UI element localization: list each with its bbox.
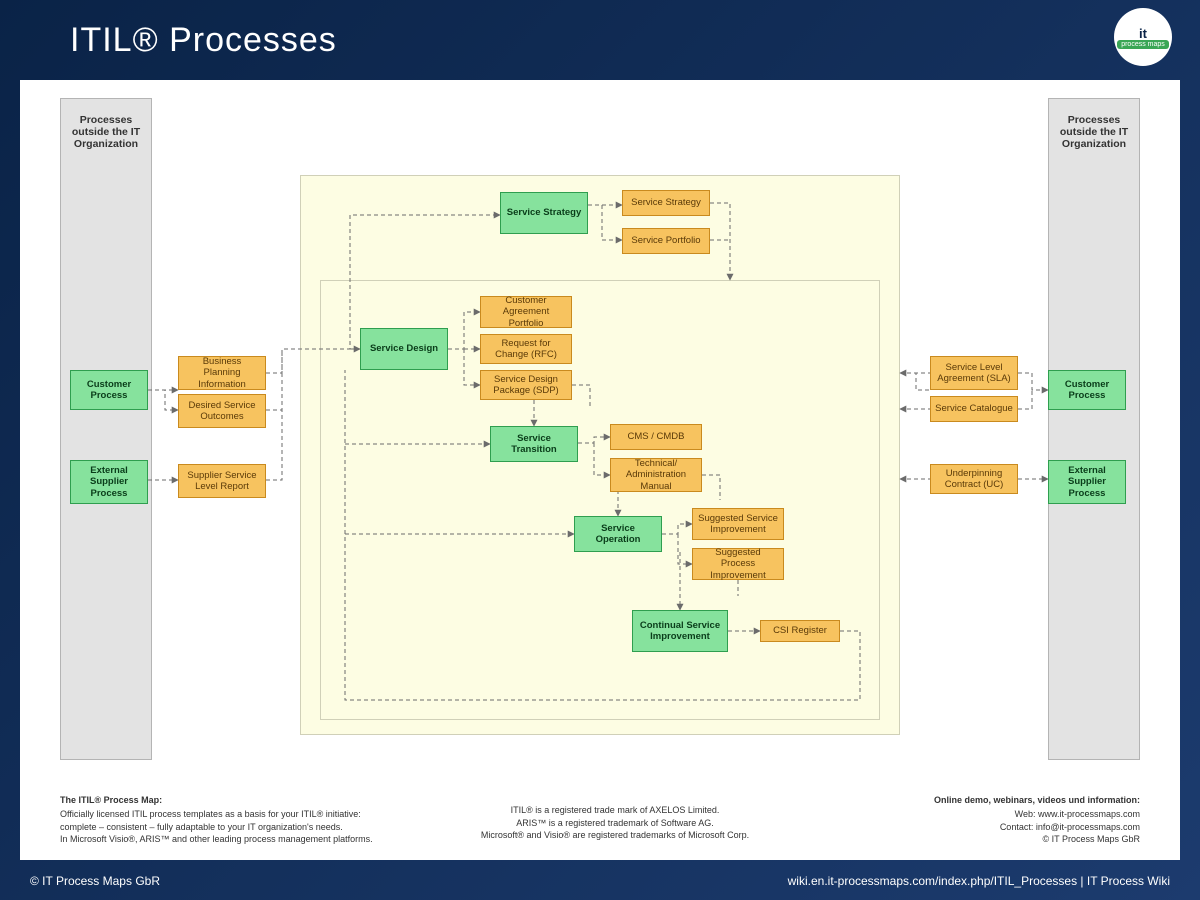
- bottom-text-left: The ITIL® Process Map: Officially licens…: [60, 794, 440, 846]
- page-title: ITIL® Processes: [70, 21, 337, 60]
- node-rfc: Request for Change (RFC): [480, 334, 572, 364]
- bt-right-l2: Contact: info@it-processmaps.com: [880, 821, 1140, 834]
- footer: © IT Process Maps GbR wiki.en.it-process…: [0, 862, 1200, 900]
- bt-center-l1: ITIL® is a registered trade mark of AXEL…: [450, 804, 780, 817]
- edge: [266, 349, 282, 410]
- sidecol-left: Processes outside the IT Organization: [60, 98, 152, 760]
- node-ss-out: Service Strategy: [622, 190, 710, 216]
- bottom-text-center: ITIL® is a registered trade mark of AXEL…: [450, 804, 780, 842]
- node-sc: Service Catalogue: [930, 396, 1018, 422]
- node-sslr: Supplier Service Level Report: [178, 464, 266, 498]
- node-sp-out: Service Portfolio: [622, 228, 710, 254]
- header: ITIL® Processes: [0, 0, 1200, 80]
- node-cap: Customer Agreement Portfolio: [480, 296, 572, 328]
- node-bpi: Business Planning Information: [178, 356, 266, 390]
- bt-left-l3: In Microsoft Visio®, ARIS™ and other lea…: [60, 833, 440, 846]
- logo-label: process maps: [1117, 40, 1169, 49]
- bt-left-l1: Officially licensed ITIL process templat…: [60, 808, 440, 821]
- bottom-text-right: Online demo, webinars, videos und inform…: [880, 794, 1140, 846]
- node-spi: Suggested Process Improvement: [692, 548, 784, 580]
- node-cmdb: CMS / CMDB: [610, 424, 702, 450]
- logo-it: it: [1139, 26, 1147, 41]
- diagram-canvas: Processes outside the IT Organization Pr…: [20, 80, 1180, 860]
- edge: [1018, 390, 1032, 409]
- sidecol-right: Processes outside the IT Organization: [1048, 98, 1140, 760]
- node-dso: Desired Service Outcomes: [178, 394, 266, 428]
- footer-right: wiki.en.it-processmaps.com/index.php/ITI…: [788, 874, 1170, 888]
- bt-center-l2: ARIS™ is a registered trademark of Softw…: [450, 817, 780, 830]
- bt-right-l1: Web: www.it-processmaps.com: [880, 808, 1140, 821]
- sidecol-left-label: Processes outside the IT Organization: [61, 114, 151, 150]
- node-svc-strategy: Service Strategy: [500, 192, 588, 234]
- node-uc: Underpinning Contract (UC): [930, 464, 1018, 494]
- edge: [148, 390, 178, 410]
- edge: [266, 349, 282, 480]
- node-svc-op: Service Operation: [574, 516, 662, 552]
- node-ssi: Suggested Service Improvement: [692, 508, 784, 540]
- node-sla: Service Level Agreement (SLA): [930, 356, 1018, 390]
- bt-center-l3: Microsoft® and Visio® are registered tra…: [450, 829, 780, 842]
- node-csi: Continual Service Improvement: [632, 610, 728, 652]
- node-sdp: Service Design Package (SDP): [480, 370, 572, 400]
- bt-left-l2: complete – consistent – fully adaptable …: [60, 821, 440, 834]
- node-svc-trans: Service Transition: [490, 426, 578, 462]
- node-cust-proc-r: Customer Process: [1048, 370, 1126, 410]
- bt-right-l3: © IT Process Maps GbR: [880, 833, 1140, 846]
- node-cust-proc-l: Customer Process: [70, 370, 148, 410]
- bt-left-title: The ITIL® Process Map:: [60, 794, 440, 807]
- node-svc-design: Service Design: [360, 328, 448, 370]
- node-csi-reg: CSI Register: [760, 620, 840, 642]
- edge: [900, 373, 930, 390]
- logo-badge: it process maps: [1114, 8, 1172, 66]
- edge: [1018, 373, 1048, 390]
- node-ext-sup-l: External Supplier Process: [70, 460, 148, 504]
- node-tam: Technical/ Administration Manual: [610, 458, 702, 492]
- sidecol-right-label: Processes outside the IT Organization: [1049, 114, 1139, 150]
- footer-left: © IT Process Maps GbR: [30, 874, 160, 888]
- node-ext-sup-r: External Supplier Process: [1048, 460, 1126, 504]
- bt-right-title: Online demo, webinars, videos und inform…: [880, 794, 1140, 807]
